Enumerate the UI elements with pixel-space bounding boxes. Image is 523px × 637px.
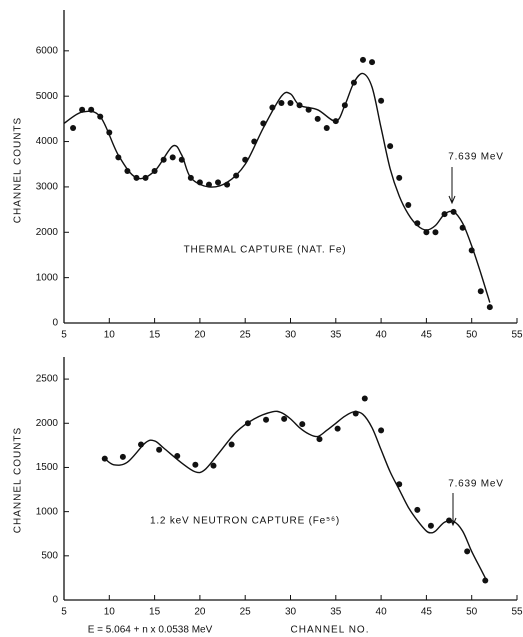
- annotation: 7.639 MeV: [448, 479, 504, 490]
- x-tick-label: 35: [330, 607, 342, 618]
- y-tick-label: 0: [52, 318, 58, 329]
- energy-note: E = 5.064 + n x 0.0538 MeV: [88, 625, 213, 636]
- x-tick-label: 50: [466, 330, 478, 341]
- x-tick-label: 30: [285, 607, 297, 618]
- x-tick-label: 50: [466, 607, 478, 618]
- data-point: [477, 288, 484, 295]
- annotation: THERMAL CAPTURE (NAT. Fe): [184, 245, 347, 256]
- y-axis-label: CHANNEL COUNTS: [13, 117, 24, 223]
- x-tick-label: 25: [240, 330, 252, 341]
- data-point: [119, 453, 126, 460]
- y-tick-label: 2000: [36, 227, 59, 238]
- fit-curve: [104, 410, 486, 579]
- data-point: [369, 59, 376, 66]
- data-point: [169, 154, 176, 161]
- data-point: [192, 461, 199, 468]
- y-tick-label: 5000: [36, 91, 59, 102]
- arrow-head: [448, 195, 456, 205]
- x-tick-label: 40: [376, 330, 388, 341]
- data-point: [334, 425, 341, 432]
- y-tick-label: 500: [41, 550, 58, 561]
- data-point: [414, 506, 421, 513]
- x-tick-label: 5: [61, 330, 67, 341]
- x-tick-label: 10: [104, 330, 116, 341]
- y-tick-label: 0: [52, 595, 58, 606]
- x-tick-label: 40: [376, 607, 388, 618]
- data-point: [299, 421, 306, 428]
- y-tick-label: 3000: [36, 182, 59, 193]
- x-tick-label: 55: [511, 330, 523, 341]
- data-point: [124, 168, 131, 175]
- data-point: [486, 304, 493, 311]
- x-tick-label: 30: [285, 330, 297, 341]
- data-point: [423, 229, 430, 236]
- y-tick-label: 1000: [36, 506, 59, 517]
- fit-curve: [63, 72, 491, 303]
- data-point: [359, 56, 366, 63]
- x-tick-label: 45: [421, 330, 433, 341]
- y-tick-label: 6000: [36, 45, 59, 56]
- data-point: [482, 577, 489, 584]
- x-tick-label: 15: [149, 607, 161, 618]
- data-point: [210, 462, 217, 469]
- data-point: [387, 143, 394, 150]
- data-point: [281, 415, 288, 422]
- data-point: [432, 229, 439, 236]
- data-point: [215, 179, 222, 186]
- data-point: [228, 441, 235, 448]
- data-point: [378, 427, 385, 434]
- data-point: [396, 174, 403, 181]
- annotation: 7.639 MeV: [448, 152, 504, 163]
- annotation: 1.2 keV NEUTRON CAPTURE (Fe⁵⁶): [150, 516, 340, 527]
- y-tick-label: 4000: [36, 136, 59, 147]
- data-point: [278, 99, 285, 106]
- x-tick-label: 45: [421, 607, 433, 618]
- data-point: [316, 436, 323, 443]
- y-tick-label: 2000: [36, 418, 59, 429]
- x-tick-label: 35: [330, 330, 342, 341]
- y-tick-label: 1000: [36, 272, 59, 283]
- data-point: [314, 115, 321, 122]
- y-tick-label: 1500: [36, 462, 59, 473]
- data-point: [427, 522, 434, 529]
- data-point: [287, 99, 294, 106]
- x-axis-label: CHANNEL NO.: [291, 625, 370, 636]
- data-point: [378, 97, 385, 104]
- y-tick-label: 2500: [36, 374, 59, 385]
- data-point: [464, 548, 471, 555]
- x-tick-label: 55: [511, 607, 523, 618]
- data-point: [405, 202, 412, 209]
- y-axis-label: CHANNEL COUNTS: [13, 427, 24, 533]
- data-point: [323, 124, 330, 131]
- x-tick-label: 10: [104, 607, 116, 618]
- x-tick-label: 5: [61, 607, 67, 618]
- x-tick-label: 20: [194, 330, 206, 341]
- data-point: [156, 446, 163, 453]
- data-point: [70, 124, 77, 131]
- x-tick-label: 20: [194, 607, 206, 618]
- x-tick-label: 25: [240, 607, 252, 618]
- data-point: [263, 416, 270, 423]
- x-tick-label: 15: [149, 330, 161, 341]
- data-point: [361, 395, 368, 402]
